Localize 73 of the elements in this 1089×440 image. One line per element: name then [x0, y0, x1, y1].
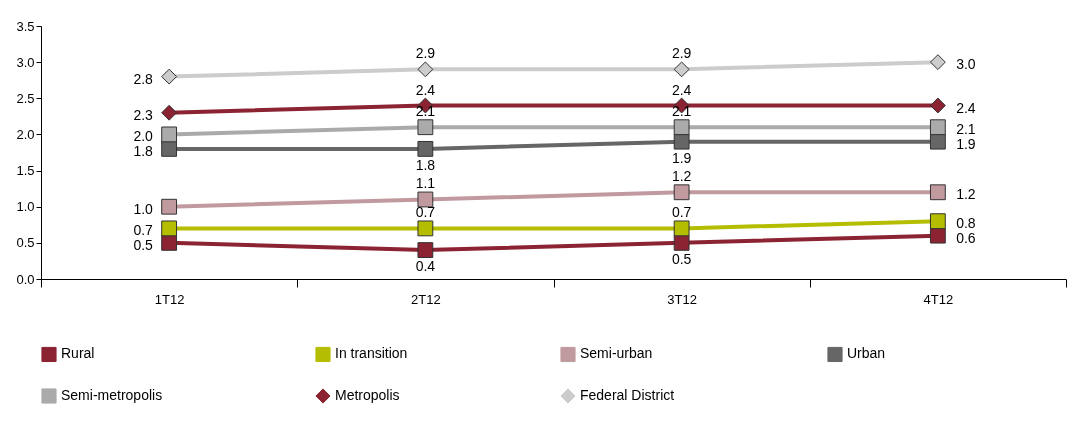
y-tick-label: 3.0 [16, 54, 35, 70]
data-label: 2.4 [956, 99, 976, 116]
point [673, 220, 690, 237]
point [673, 133, 690, 150]
data-label: 0.7 [133, 222, 154, 239]
data-label: 0.4 [415, 258, 436, 275]
data-label: 1.9 [671, 149, 692, 166]
point [929, 119, 946, 136]
data-label: 1.0 [133, 200, 154, 217]
data-label: 0.7 [671, 204, 692, 221]
point [417, 119, 434, 136]
x-tick-label: 4T12 [923, 291, 954, 307]
point [929, 184, 946, 201]
data-label: 2.9 [671, 45, 692, 62]
y-tick-label: 1.5 [16, 163, 35, 179]
y-tick-label: 2.0 [16, 126, 35, 142]
point [673, 184, 690, 201]
point [161, 140, 178, 157]
data-label: 2.8 [133, 70, 154, 87]
y-tick-label: 3.5 [16, 18, 35, 34]
x-tick-label: 1T12 [154, 291, 185, 307]
data-label: 2.3 [133, 106, 154, 123]
legend-label: Rural [61, 345, 95, 362]
y-tick-label: 0.5 [16, 235, 35, 251]
data-label: 2.1 [956, 121, 976, 138]
data-label: 2.9 [415, 45, 436, 62]
point [929, 97, 946, 114]
point [161, 126, 178, 143]
point [161, 68, 178, 85]
data-label: 0.7 [415, 204, 436, 221]
x-tick-label: 2T12 [411, 291, 441, 307]
legend-label: Federal District [580, 387, 675, 403]
data-label: 1.2 [956, 186, 976, 203]
data-label: 2.4 [671, 81, 692, 98]
data-label: 0.5 [671, 250, 692, 267]
point [929, 54, 946, 71]
data-label: 2.1 [671, 103, 692, 120]
point [417, 61, 434, 78]
point [929, 227, 946, 244]
data-label: 1.8 [415, 156, 436, 173]
y-tick-label: 2.5 [16, 90, 35, 106]
legend-label: Semi-metropolis [61, 387, 163, 403]
point [417, 191, 434, 208]
x-tick-label: 3T12 [667, 291, 697, 307]
point [161, 198, 178, 215]
point [929, 213, 946, 230]
legend-label: Semi-urban [580, 345, 653, 362]
data-label: 0.8 [956, 215, 976, 232]
point [673, 119, 690, 136]
data-label: 2.1 [415, 103, 436, 120]
point [161, 234, 178, 251]
y-tick-label: 1.0 [16, 199, 35, 215]
point [417, 242, 434, 258]
point [161, 104, 178, 121]
data-label: 2.4 [415, 81, 436, 98]
data-label: 3.0 [956, 56, 976, 73]
data-label: 0.5 [133, 236, 154, 253]
point [417, 140, 434, 157]
point [161, 220, 178, 237]
data-label: 1.1 [415, 175, 436, 192]
data-label: 2.0 [133, 128, 154, 145]
data-label: 1.2 [671, 168, 692, 185]
data-label: 0.6 [956, 229, 976, 246]
data-label: 1.9 [956, 135, 976, 152]
data-label: 1.8 [133, 142, 154, 159]
point [673, 234, 690, 251]
legend-label: Urban [847, 345, 886, 362]
legend-label: In transition [335, 345, 408, 362]
point [673, 61, 690, 78]
point [929, 133, 946, 150]
point [417, 220, 434, 237]
y-tick-label: 0.0 [16, 271, 35, 287]
legend-label: Metropolis [335, 387, 400, 403]
